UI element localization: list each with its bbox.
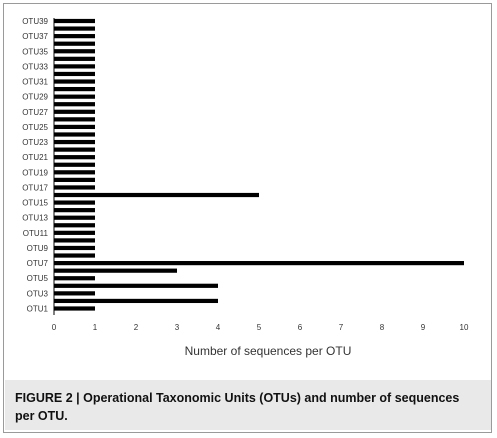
bar-otu35 [54,49,95,53]
bar-otu13 [54,216,95,220]
y-tick-label: OTU13 [22,214,48,223]
bar-otu11 [54,231,95,235]
bar-otu22 [54,148,95,152]
x-tick-label: 0 [52,323,57,332]
y-tick-label: OTU15 [22,199,48,208]
bar-otu36 [54,42,95,46]
x-axis-title: Number of sequences per OTU [185,344,352,358]
bar-otu28 [54,102,95,106]
bar-otu33 [54,64,95,68]
bar-otu19 [54,170,95,174]
bar-otu27 [54,110,95,114]
bar-otu5 [54,276,95,280]
bar-otu23 [54,140,95,144]
y-tick-label: OTU25 [22,123,48,132]
y-tick-label: OTU17 [22,183,48,192]
y-tick-label: OTU21 [22,153,48,162]
otu-bar-chart: OTU1 OTU3 OTU5 OTU7 OTU9 OTU11 OTU13 OTU15 OTU17… [0,0,497,378]
bar-otu37 [54,34,95,38]
x-tick-label: 4 [216,323,221,332]
bar-otu12 [54,223,95,227]
x-tick-label: 3 [175,323,180,332]
bar-otu38 [54,26,95,30]
y-tick-label: OTU3 [27,289,49,298]
y-tick-label: OTU9 [27,244,49,253]
bar-otu7 [54,261,464,265]
y-tick-label: OTU39 [22,17,48,26]
x-tick-labels: 0 1 2 3 4 5 6 7 8 9 10 [52,323,469,332]
bar-otu39 [54,19,95,23]
y-tick-label: OTU29 [22,93,48,102]
x-tick-label: 10 [460,323,469,332]
y-tick-label: OTU19 [22,168,48,177]
x-tick-label: 1 [93,323,98,332]
y-tick-label: OTU23 [22,138,48,147]
bar-otu18 [54,178,95,182]
figure-caption: FIGURE 2 | Operational Taxonomic Units (… [15,389,481,425]
y-tick-label: OTU7 [27,259,49,268]
bar-otu15 [54,200,95,204]
bar-otu21 [54,155,95,159]
bar-otu32 [54,72,95,76]
x-tick-label: 9 [421,323,426,332]
y-tick-label: OTU37 [22,32,48,41]
bar-otu16 [54,193,259,197]
x-tick-label: 5 [257,323,262,332]
y-tick-label: OTU5 [27,274,49,283]
y-tick-label: OTU1 [27,305,49,314]
bar-otu8 [54,253,95,257]
bar-otu6 [54,269,177,273]
y-tick-label: OTU35 [22,47,48,56]
bar-otu3 [54,291,95,295]
bar-otu4 [54,284,218,288]
bar-otu31 [54,79,95,83]
bar-otu10 [54,238,95,242]
figure-caption-bar: FIGURE 2 | Operational Taxonomic Units (… [5,380,491,430]
bar-otu2 [54,299,218,303]
bar-otu30 [54,87,95,91]
bar-otu29 [54,95,95,99]
bar-otu34 [54,57,95,61]
bars-layer [54,19,464,311]
bar-otu24 [54,132,95,136]
x-tick-label: 7 [339,323,344,332]
bar-otu9 [54,246,95,250]
x-tick-label: 8 [380,323,385,332]
y-tick-labels: OTU1 OTU3 OTU5 OTU7 OTU9 OTU11 OTU13 OTU15 OTU17… [22,17,48,314]
y-tick-label: OTU31 [22,78,48,87]
y-tick-label: OTU11 [23,229,49,238]
bar-otu17 [54,185,95,189]
bar-otu1 [54,306,95,310]
x-tick-label: 6 [298,323,303,332]
x-tick-label: 2 [134,323,139,332]
bar-otu26 [54,117,95,121]
bar-otu14 [54,208,95,212]
bar-otu25 [54,125,95,129]
y-tick-label: OTU33 [22,62,48,71]
bar-otu20 [54,163,95,167]
y-tick-label: OTU27 [22,108,48,117]
